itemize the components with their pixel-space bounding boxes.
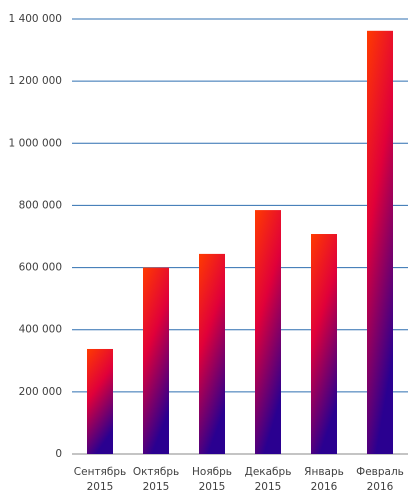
y-tick-label: 200 000 bbox=[19, 386, 62, 398]
bar bbox=[255, 210, 281, 454]
x-tick-label: Сентябрь 2015 bbox=[74, 466, 126, 493]
x-tick-label: Январь 2016 bbox=[304, 466, 344, 493]
x-tick-label: Октябрь 2015 bbox=[133, 466, 179, 493]
y-tick-label: 1 400 000 bbox=[9, 13, 62, 25]
y-tick-label: 1 200 000 bbox=[9, 75, 62, 87]
x-tick-label: Ноябрь 2015 bbox=[192, 466, 232, 493]
bar bbox=[199, 253, 225, 454]
x-tick-label: Декабрь 2015 bbox=[245, 466, 292, 493]
y-tick-label: 600 000 bbox=[19, 262, 62, 274]
bar bbox=[87, 348, 113, 454]
bar bbox=[143, 267, 169, 454]
y-tick-label: 0 bbox=[55, 448, 62, 460]
y-tick-label: 800 000 bbox=[19, 199, 62, 211]
bar bbox=[367, 30, 393, 455]
x-tick-label: Февраль 2016 bbox=[356, 466, 404, 493]
bar bbox=[311, 234, 337, 454]
y-tick-label: 1 000 000 bbox=[9, 137, 62, 149]
y-tick-label: 400 000 bbox=[19, 324, 62, 336]
